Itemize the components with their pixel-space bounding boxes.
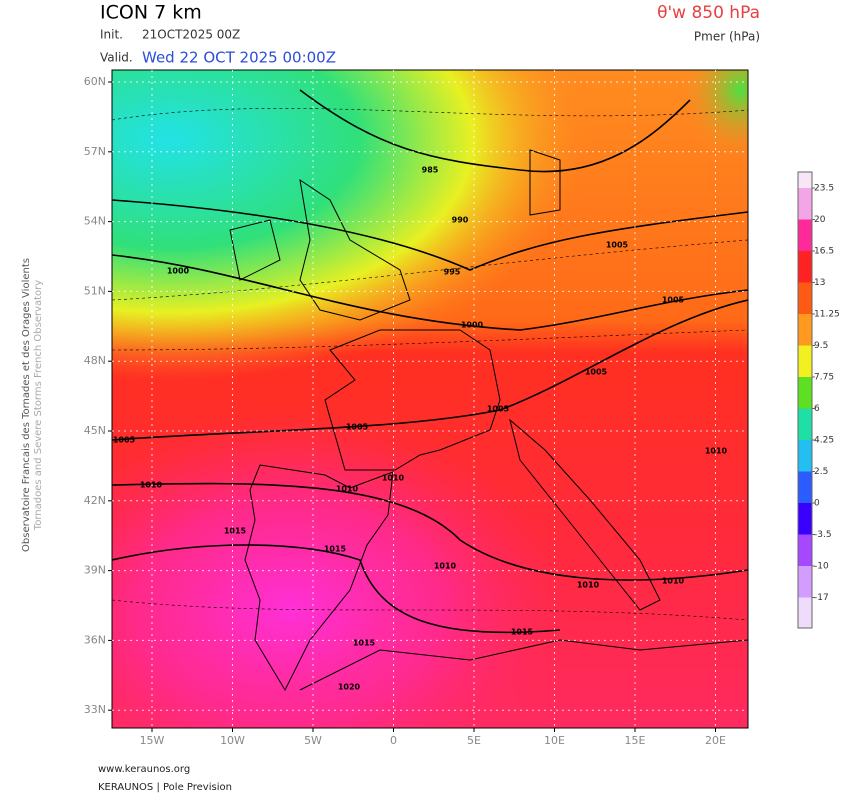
isobar-label: 1005 <box>487 405 510 414</box>
isobar-label: 990 <box>452 216 469 225</box>
parameter-title: θ'w 850 hPa <box>657 3 760 23</box>
overlay-title: Pmer (hPa) <box>694 30 760 44</box>
lon-label: 5W <box>304 734 322 747</box>
isobar-label: 995 <box>444 268 461 277</box>
lat-label: 39N <box>84 564 106 577</box>
isobar-label: 1015 <box>224 527 247 536</box>
lon-label: 10E <box>544 734 565 747</box>
colorbar-label: 7.75 <box>814 373 834 383</box>
lat-label: 48N <box>84 354 106 367</box>
lon-label: 0 <box>390 734 397 747</box>
init-label: Init. <box>100 28 123 42</box>
colorbar-segment <box>798 534 812 566</box>
colorbar-segment <box>798 251 812 283</box>
lat-label: 33N <box>84 703 106 716</box>
colorbar-label: 16.5 <box>814 247 834 257</box>
lat-label: 57N <box>84 145 106 158</box>
colorbar-label: 11.25 <box>814 310 840 320</box>
isobar-label: 1005 <box>585 368 608 377</box>
lat-label: 54N <box>84 215 106 228</box>
isobar-label: 1005 <box>662 296 685 305</box>
colorbar-segment <box>798 188 812 220</box>
lat-label: 51N <box>84 284 106 297</box>
colorbar-label: 9.5 <box>814 341 828 351</box>
lon-label: 5E <box>467 734 481 747</box>
isobars <box>112 89 748 634</box>
footer-url: www.keraunos.org <box>98 764 190 775</box>
map-field <box>112 70 748 728</box>
colorbar-label: -3.5 <box>814 530 832 540</box>
colorbar-segment <box>798 314 812 346</box>
isobar-label: 1010 <box>336 485 359 494</box>
colorbar-segment <box>798 503 812 535</box>
colorbar-segment <box>798 566 812 598</box>
lon-label: 15E <box>625 734 646 747</box>
lat-label: 36N <box>84 633 106 646</box>
valid-label: Valid. <box>100 51 133 65</box>
colorbar-segment <box>798 440 812 472</box>
colorbar-segment <box>798 282 812 314</box>
colorbar-label: 13 <box>814 278 825 288</box>
colorbar-segment <box>798 219 812 251</box>
isobar-label: 1005 <box>346 423 369 432</box>
lat-label: 42N <box>84 494 106 507</box>
map-frame <box>111 69 749 729</box>
coastlines <box>229 149 748 692</box>
sidebar-english: Tornadoes and Severe Storms French Obser… <box>33 280 44 531</box>
colorbar-segment <box>798 345 812 377</box>
isobar-label: 1015 <box>353 639 376 648</box>
colorbar-label: 6 <box>814 404 820 414</box>
isobar-label: 1010 <box>140 481 163 490</box>
colorbar-label: -17 <box>814 593 829 603</box>
isobar-label: 1005 <box>113 436 136 445</box>
init-time: 21OCT2025 00Z <box>142 28 240 42</box>
isobar-label: 1010 <box>382 474 405 483</box>
colorbar-segment <box>798 471 812 503</box>
colorbar-label: 2.5 <box>814 467 828 477</box>
colorbar-frame <box>797 171 813 629</box>
colorbar-segment <box>798 597 812 628</box>
isobar-label: 1005 <box>606 241 629 250</box>
lat-label: 45N <box>84 424 106 437</box>
isobar-label: 985 <box>422 166 439 175</box>
lon-label: 15W <box>140 734 165 747</box>
colorbar-segment <box>798 377 812 409</box>
valid-time: Wed 22 OCT 2025 00:00Z <box>142 49 336 67</box>
isobar-label: 1015 <box>511 628 534 637</box>
isobar-label: 1015 <box>324 545 347 554</box>
isobar-label: 1000 <box>461 321 484 330</box>
isobar-label: 1010 <box>662 577 685 586</box>
isobar-label: 1010 <box>434 562 457 571</box>
colorbar-segment <box>798 408 812 440</box>
colorbar-segment <box>798 172 812 188</box>
colorbar-label: 23.5 <box>814 184 834 194</box>
lat-label: 60N <box>84 75 106 88</box>
colorbar-label: 4.25 <box>814 436 834 446</box>
isobar-label: 1010 <box>577 581 600 590</box>
isobar-label: 1020 <box>338 683 361 692</box>
colorbar-label: 20 <box>814 215 826 225</box>
isobar-label: 1000 <box>167 267 190 276</box>
lon-label: 20E <box>705 734 726 747</box>
model-title: ICON 7 km <box>100 2 202 24</box>
colorbar-label: 0 <box>814 499 820 509</box>
sidebar-french: Observatoire Francais des Tornades et de… <box>21 258 32 552</box>
lon-label: 10W <box>220 734 245 747</box>
colorbar-label: -10 <box>814 562 829 572</box>
isobar-label: 1010 <box>705 447 728 456</box>
footer-credit: KERAUNOS | Pole Prevision <box>98 782 232 793</box>
theta-contours <box>112 108 748 621</box>
